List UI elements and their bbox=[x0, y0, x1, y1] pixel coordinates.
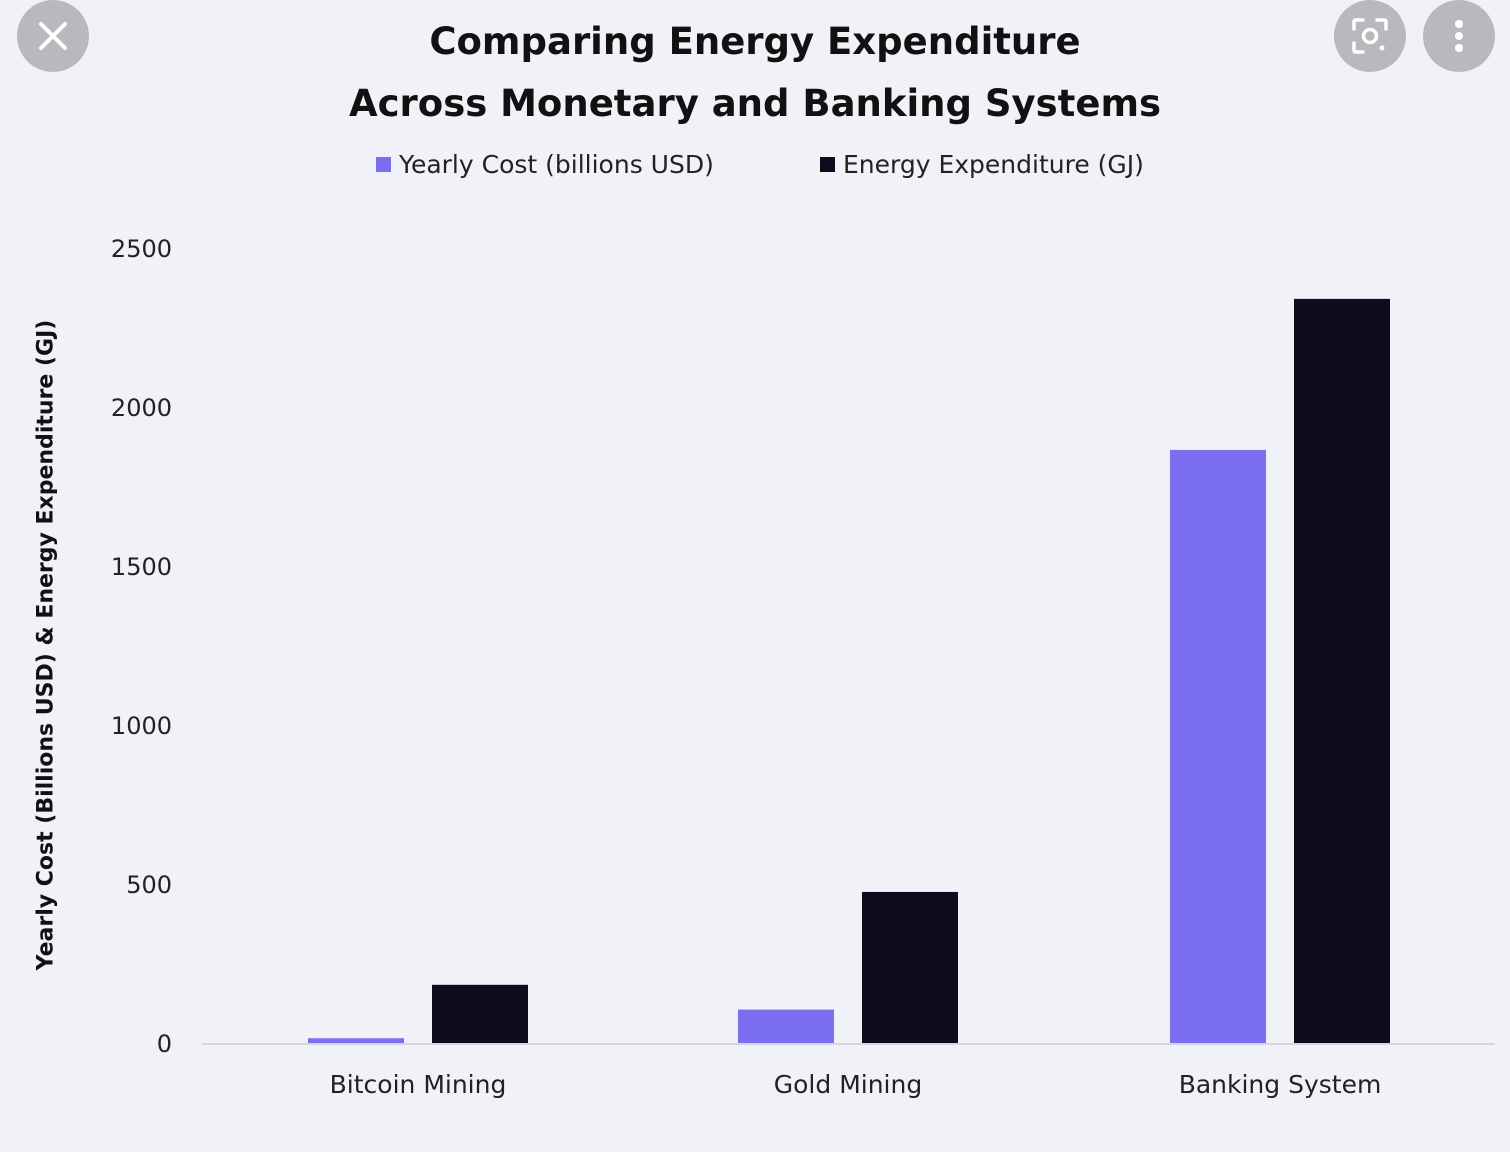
legend-item-yearly-cost: Yearly Cost (billions USD) bbox=[376, 150, 714, 179]
visual-search-button[interactable] bbox=[1334, 0, 1406, 72]
bar-yearly-cost bbox=[1170, 449, 1266, 1043]
chart-subtitle: Across Monetary and Banking Systems bbox=[348, 82, 1162, 125]
bar-energy-expenditure bbox=[862, 891, 958, 1043]
legend-swatch-yearly-cost bbox=[376, 157, 391, 172]
bar-energy-expenditure bbox=[1294, 298, 1390, 1043]
close-icon bbox=[39, 22, 67, 50]
legend-label-yearly-cost: Yearly Cost (billions USD) bbox=[399, 150, 714, 179]
y-tick-label: 1500 bbox=[111, 553, 172, 581]
y-tick-label: 0 bbox=[157, 1030, 172, 1058]
close-button[interactable] bbox=[17, 0, 89, 72]
chart-title: Comparing Energy Expenditure bbox=[429, 20, 1081, 63]
legend-label-energy-expenditure: Energy Expenditure (GJ) bbox=[843, 150, 1144, 179]
visual-search-icon bbox=[1352, 18, 1388, 54]
bar-energy-expenditure bbox=[432, 984, 528, 1043]
legend-swatch-energy-expenditure bbox=[820, 157, 835, 172]
x-tick-label: Bitcoin Mining bbox=[330, 1070, 507, 1099]
y-tick-label: 2500 bbox=[111, 235, 172, 263]
y-tick-label: 2000 bbox=[111, 394, 172, 422]
x-tick-label: Gold Mining bbox=[774, 1070, 922, 1099]
bar-yearly-cost bbox=[738, 1009, 834, 1043]
y-tick-label: 1000 bbox=[111, 712, 172, 740]
bar-yearly-cost bbox=[308, 1038, 404, 1043]
y-tick-label: 500 bbox=[126, 871, 172, 899]
legend-item-energy-expenditure: Energy Expenditure (GJ) bbox=[820, 150, 1144, 179]
more-vertical-icon bbox=[1455, 20, 1463, 52]
more-options-button[interactable] bbox=[1423, 0, 1495, 72]
x-tick-label: Banking System bbox=[1179, 1070, 1382, 1099]
